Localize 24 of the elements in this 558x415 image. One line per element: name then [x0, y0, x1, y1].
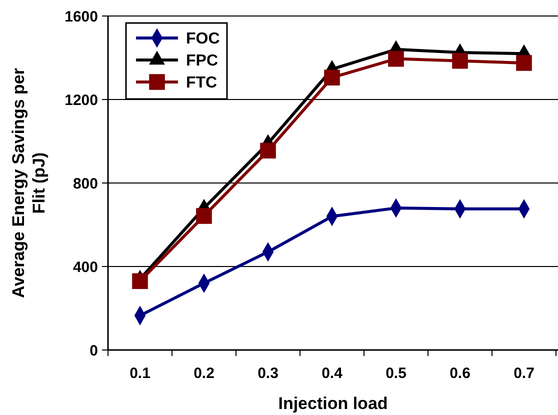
legend-label: FOC: [186, 30, 220, 48]
point: [516, 55, 532, 71]
y-tick-label: 1600: [64, 8, 98, 26]
point: [452, 52, 468, 69]
point: [196, 208, 212, 224]
x-tick-label: 0.5: [386, 365, 406, 382]
x-tick-label: 0.7: [514, 365, 534, 382]
point: [260, 142, 276, 159]
y-axis-title: Average Energy Savings per Flit (pJ): [9, 68, 48, 298]
x-tick-label: 0.3: [258, 365, 278, 382]
point: [132, 273, 148, 290]
x-tick-label: 0.4: [322, 365, 344, 382]
x-tick-label: 0.2: [194, 365, 214, 382]
point: [324, 70, 340, 86]
y-tick-label: 1200: [64, 92, 98, 109]
y-tick-label: 400: [72, 258, 98, 276]
x-axis-title: Injection load: [278, 394, 388, 413]
x-tick-label: 0.1: [130, 365, 150, 382]
legend-label: FPC: [186, 52, 218, 70]
y-tick-label: 800: [72, 175, 98, 192]
point: [388, 50, 404, 67]
y-tick-label: 0: [90, 342, 98, 360]
legend-label: FTC: [186, 74, 218, 92]
x-tick-label: 0.6: [450, 365, 470, 382]
